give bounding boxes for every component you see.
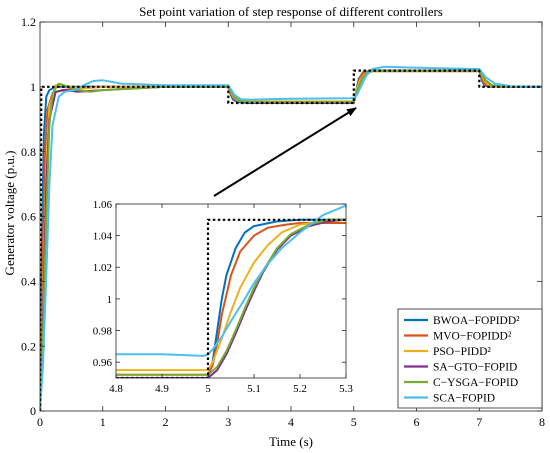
inset-y-tick-label: 0.98	[93, 325, 113, 337]
inset-line-reference	[116, 218, 346, 378]
inset-y-tick-label: 0.96	[93, 357, 113, 369]
inset-series-group	[116, 204, 346, 378]
main-x-tick-label: 7	[476, 415, 482, 429]
inset-line-mvo-fopidd2	[116, 222, 346, 376]
legend-label-sa-gto-fopid: SA−GTO−FOPID	[433, 362, 517, 374]
main-y-tick-label: 0.8	[21, 145, 36, 159]
main-y-tick-label: 0.4	[21, 275, 36, 289]
main-x-tick-label: 3	[225, 415, 231, 429]
legend-box	[397, 308, 543, 409]
legend-label-sca-fopid: SCA−FOPID	[433, 393, 495, 405]
legend-label-bwoa-fopidd2: BWOA−FOPIDD²	[433, 315, 520, 327]
legend-label-pso-pidd2: PSO−PIDD²	[433, 346, 491, 358]
main-line-sca-fopid	[40, 65, 542, 411]
legend-label-mvo-fopidd2: MVO−FOPIDD²	[433, 331, 512, 343]
main-x-tick-label: 8	[539, 415, 545, 429]
main-line-c-ysga-fopid	[40, 69, 542, 411]
main-line-reference	[40, 69, 542, 411]
main-y-tick-label: 0.6	[21, 210, 36, 224]
inset-plot-area: 4.8 4.9 5 5.1 5.2 5.3 0.96 0.98 1 1.02 1.04 1.06	[93, 199, 354, 395]
main-y-tick-label: 0.2	[21, 339, 36, 353]
legend: BWOA−FOPIDD² MVO−FOPIDD² PSO−PIDD² SA−GTO−F…	[397, 308, 543, 409]
y-axis-label: Generator voltage (p.u.)	[2, 151, 17, 276]
main-x-tick-label: 1	[100, 415, 106, 429]
main-x-tick-label: 5	[351, 415, 357, 429]
inset-y-tick-label: 1.02	[93, 262, 112, 274]
x-axis-label: Time (s)	[269, 434, 313, 449]
main-x-tick-label: 4	[288, 415, 294, 429]
legend-label-c-ysga-fopid: C−YSGA−FOPID	[433, 377, 518, 389]
inset-x-tick-label: 4.9	[155, 383, 169, 395]
inset-line-sca-fopid	[116, 204, 346, 357]
zoom-arrow	[213, 107, 357, 197]
inset-x-tick-label: 5.2	[293, 383, 307, 395]
inset-y-tick-label: 1.06	[93, 199, 113, 211]
inset-frame	[115, 203, 347, 379]
main-x-tick-label: 2	[163, 415, 169, 429]
main-y-tick-label: 1.2	[21, 15, 36, 29]
main-y-tick-label: 0	[30, 404, 36, 418]
inset-background	[116, 204, 346, 378]
main-x-tick-label: 0	[37, 415, 43, 429]
inset-x-tick-label: 5.3	[339, 383, 353, 395]
main-series-group	[40, 65, 542, 411]
inset-x-tick-label: 4.8	[109, 383, 123, 395]
zoom-arrow-line	[213, 107, 357, 197]
chart-title: Set point variation of step response of …	[139, 4, 443, 19]
inset-x-tick-label: 5.1	[247, 383, 261, 395]
main-y-tick-label: 1	[30, 80, 36, 94]
main-x-tick-label: 6	[414, 415, 420, 429]
inset-x-tick-label: 5	[205, 383, 211, 395]
inset-line-pso-pidd2	[116, 218, 346, 372]
inset-y-tick-label: 1.04	[93, 230, 113, 242]
inset-y-tick-label: 1	[107, 294, 113, 306]
